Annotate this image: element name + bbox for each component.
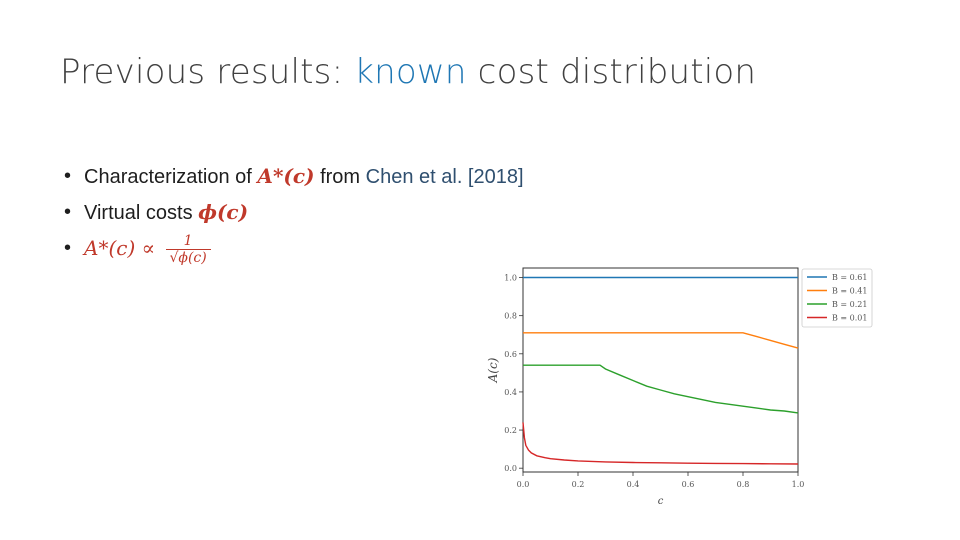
title-accent: known bbox=[354, 52, 467, 92]
y-tick-label: 0.4 bbox=[504, 388, 517, 397]
plot-area bbox=[522, 267, 799, 473]
bullet-dot: • bbox=[64, 237, 72, 259]
x-tick-label: 0.0 bbox=[517, 480, 530, 489]
bullet-characterization: • Characterization of A*(c) from Chen et… bbox=[62, 160, 524, 196]
x-tick-label: 0.4 bbox=[627, 480, 640, 489]
fraction: 1 √ϕ(c) bbox=[165, 233, 211, 267]
bullet-1-from: from bbox=[314, 166, 366, 188]
y-tick-label: 0.0 bbox=[504, 464, 517, 473]
bullet-proportionality: • A*(c) ∝ 1 √ϕ(c) bbox=[62, 232, 524, 268]
bullet-dot: • bbox=[64, 165, 72, 187]
chart-svg: 0.0 0.2 0.4 0.6 0.8 1.0 0.0 0.2 0.4 0.6 0.8 1.0 c A(c… bbox=[486, 267, 873, 507]
title-prefix: Previous results: bbox=[60, 52, 355, 92]
y-tick-label: 0.6 bbox=[504, 350, 517, 359]
fraction-numerator: 1 bbox=[165, 233, 211, 251]
slide-title: Previous results: known cost distributio… bbox=[60, 52, 756, 92]
x-tick-label: 0.6 bbox=[682, 480, 695, 489]
bullet-dot: • bbox=[64, 201, 72, 223]
legend-entry: B = 0.61 bbox=[832, 273, 867, 282]
y-axis-label: A(c) bbox=[486, 357, 500, 383]
x-tick-label: 1.0 bbox=[792, 480, 805, 489]
bullet-virtual-costs: • Virtual costs ϕ(c) bbox=[62, 196, 524, 232]
series-line-3 bbox=[522, 422, 799, 465]
bullet-list: • Characterization of A*(c) from Chen et… bbox=[62, 160, 524, 268]
x-axis-label: c bbox=[658, 496, 664, 507]
legend-entry: B = 0.41 bbox=[832, 287, 867, 296]
bullet-2-math: ϕ(c) bbox=[198, 200, 249, 224]
fraction-denominator: √ϕ(c) bbox=[169, 250, 207, 267]
legend-entry: B = 0.21 bbox=[832, 300, 867, 309]
title-suffix: cost distribution bbox=[466, 52, 757, 92]
y-tick-label: 0.8 bbox=[504, 312, 517, 321]
allocation-chart: 0.0 0.2 0.4 0.6 0.8 1.0 0.0 0.2 0.4 0.6 0.8 1.0 c A(c… bbox=[475, 262, 885, 507]
series-line-2 bbox=[523, 364, 799, 414]
bullet-2-text: Virtual costs bbox=[84, 202, 199, 224]
citation-chen-2018: Chen et al. [2018] bbox=[365, 166, 524, 188]
y-tick-label: 0.2 bbox=[504, 426, 517, 435]
x-tick-label: 0.8 bbox=[737, 480, 750, 489]
bullet-1-text: Characterization of bbox=[84, 166, 258, 188]
series-line-1 bbox=[523, 332, 799, 349]
legend-box bbox=[801, 268, 873, 328]
bullet-3-math: A*(c) ∝ bbox=[84, 236, 162, 260]
y-tick-label: 1.0 bbox=[504, 274, 517, 283]
x-tick-label: 0.2 bbox=[572, 480, 585, 489]
legend-entry: B = 0.01 bbox=[832, 314, 867, 323]
bullet-1-math: A*(c) bbox=[257, 164, 315, 188]
